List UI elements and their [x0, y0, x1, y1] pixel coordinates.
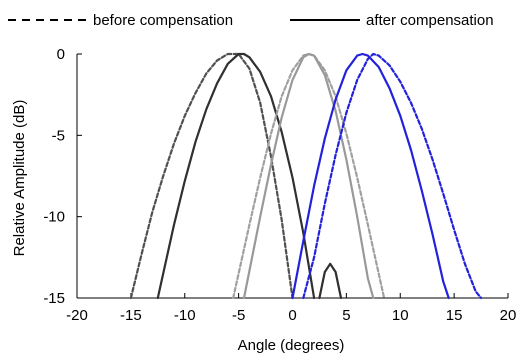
plot-area: -20 -15 -10 -5 0 5 10 15 20 0-5-10-15 — [43, 46, 516, 324]
x-tick-label: -10 — [174, 307, 196, 324]
x-axis-title: Angle (degrees) — [238, 337, 345, 354]
series-line-7 — [302, 52, 483, 300]
y-ticks: 0 -5 -10 -15 — [43, 46, 82, 307]
legend: before compensation after compensation — [8, 12, 494, 29]
series-line-2 — [156, 52, 316, 300]
x-tick-label: 0 — [288, 307, 296, 324]
x-tick-label: -20 — [66, 307, 88, 324]
x-tick-label: -15 — [120, 307, 142, 324]
series-line-6 — [291, 52, 450, 300]
x-tick-label: 5 — [342, 307, 350, 324]
series-line-1 — [129, 52, 294, 300]
y-tick-label: -15 — [43, 290, 65, 307]
y-tick-label: -5 — [52, 127, 65, 144]
x-tick-label: 10 — [392, 307, 409, 324]
series-line-3 — [318, 262, 343, 300]
x-tick-label: -5 — [232, 307, 245, 324]
series-group — [129, 52, 483, 300]
y-tick-label: 0 — [57, 46, 65, 63]
series-line-5 — [242, 52, 375, 300]
legend-label-before-compensation: before compensation — [93, 12, 233, 29]
y-axis-title: Relative Amplitude (dB) — [11, 100, 28, 257]
y-tick-label: -10 — [43, 209, 65, 226]
legend-label-after-compensation: after compensation — [366, 12, 494, 29]
x-tick-label: 15 — [446, 307, 463, 324]
x-ticks: -20 -15 -10 -5 0 5 10 15 20 — [66, 293, 516, 324]
x-tick-label: 20 — [500, 307, 517, 324]
